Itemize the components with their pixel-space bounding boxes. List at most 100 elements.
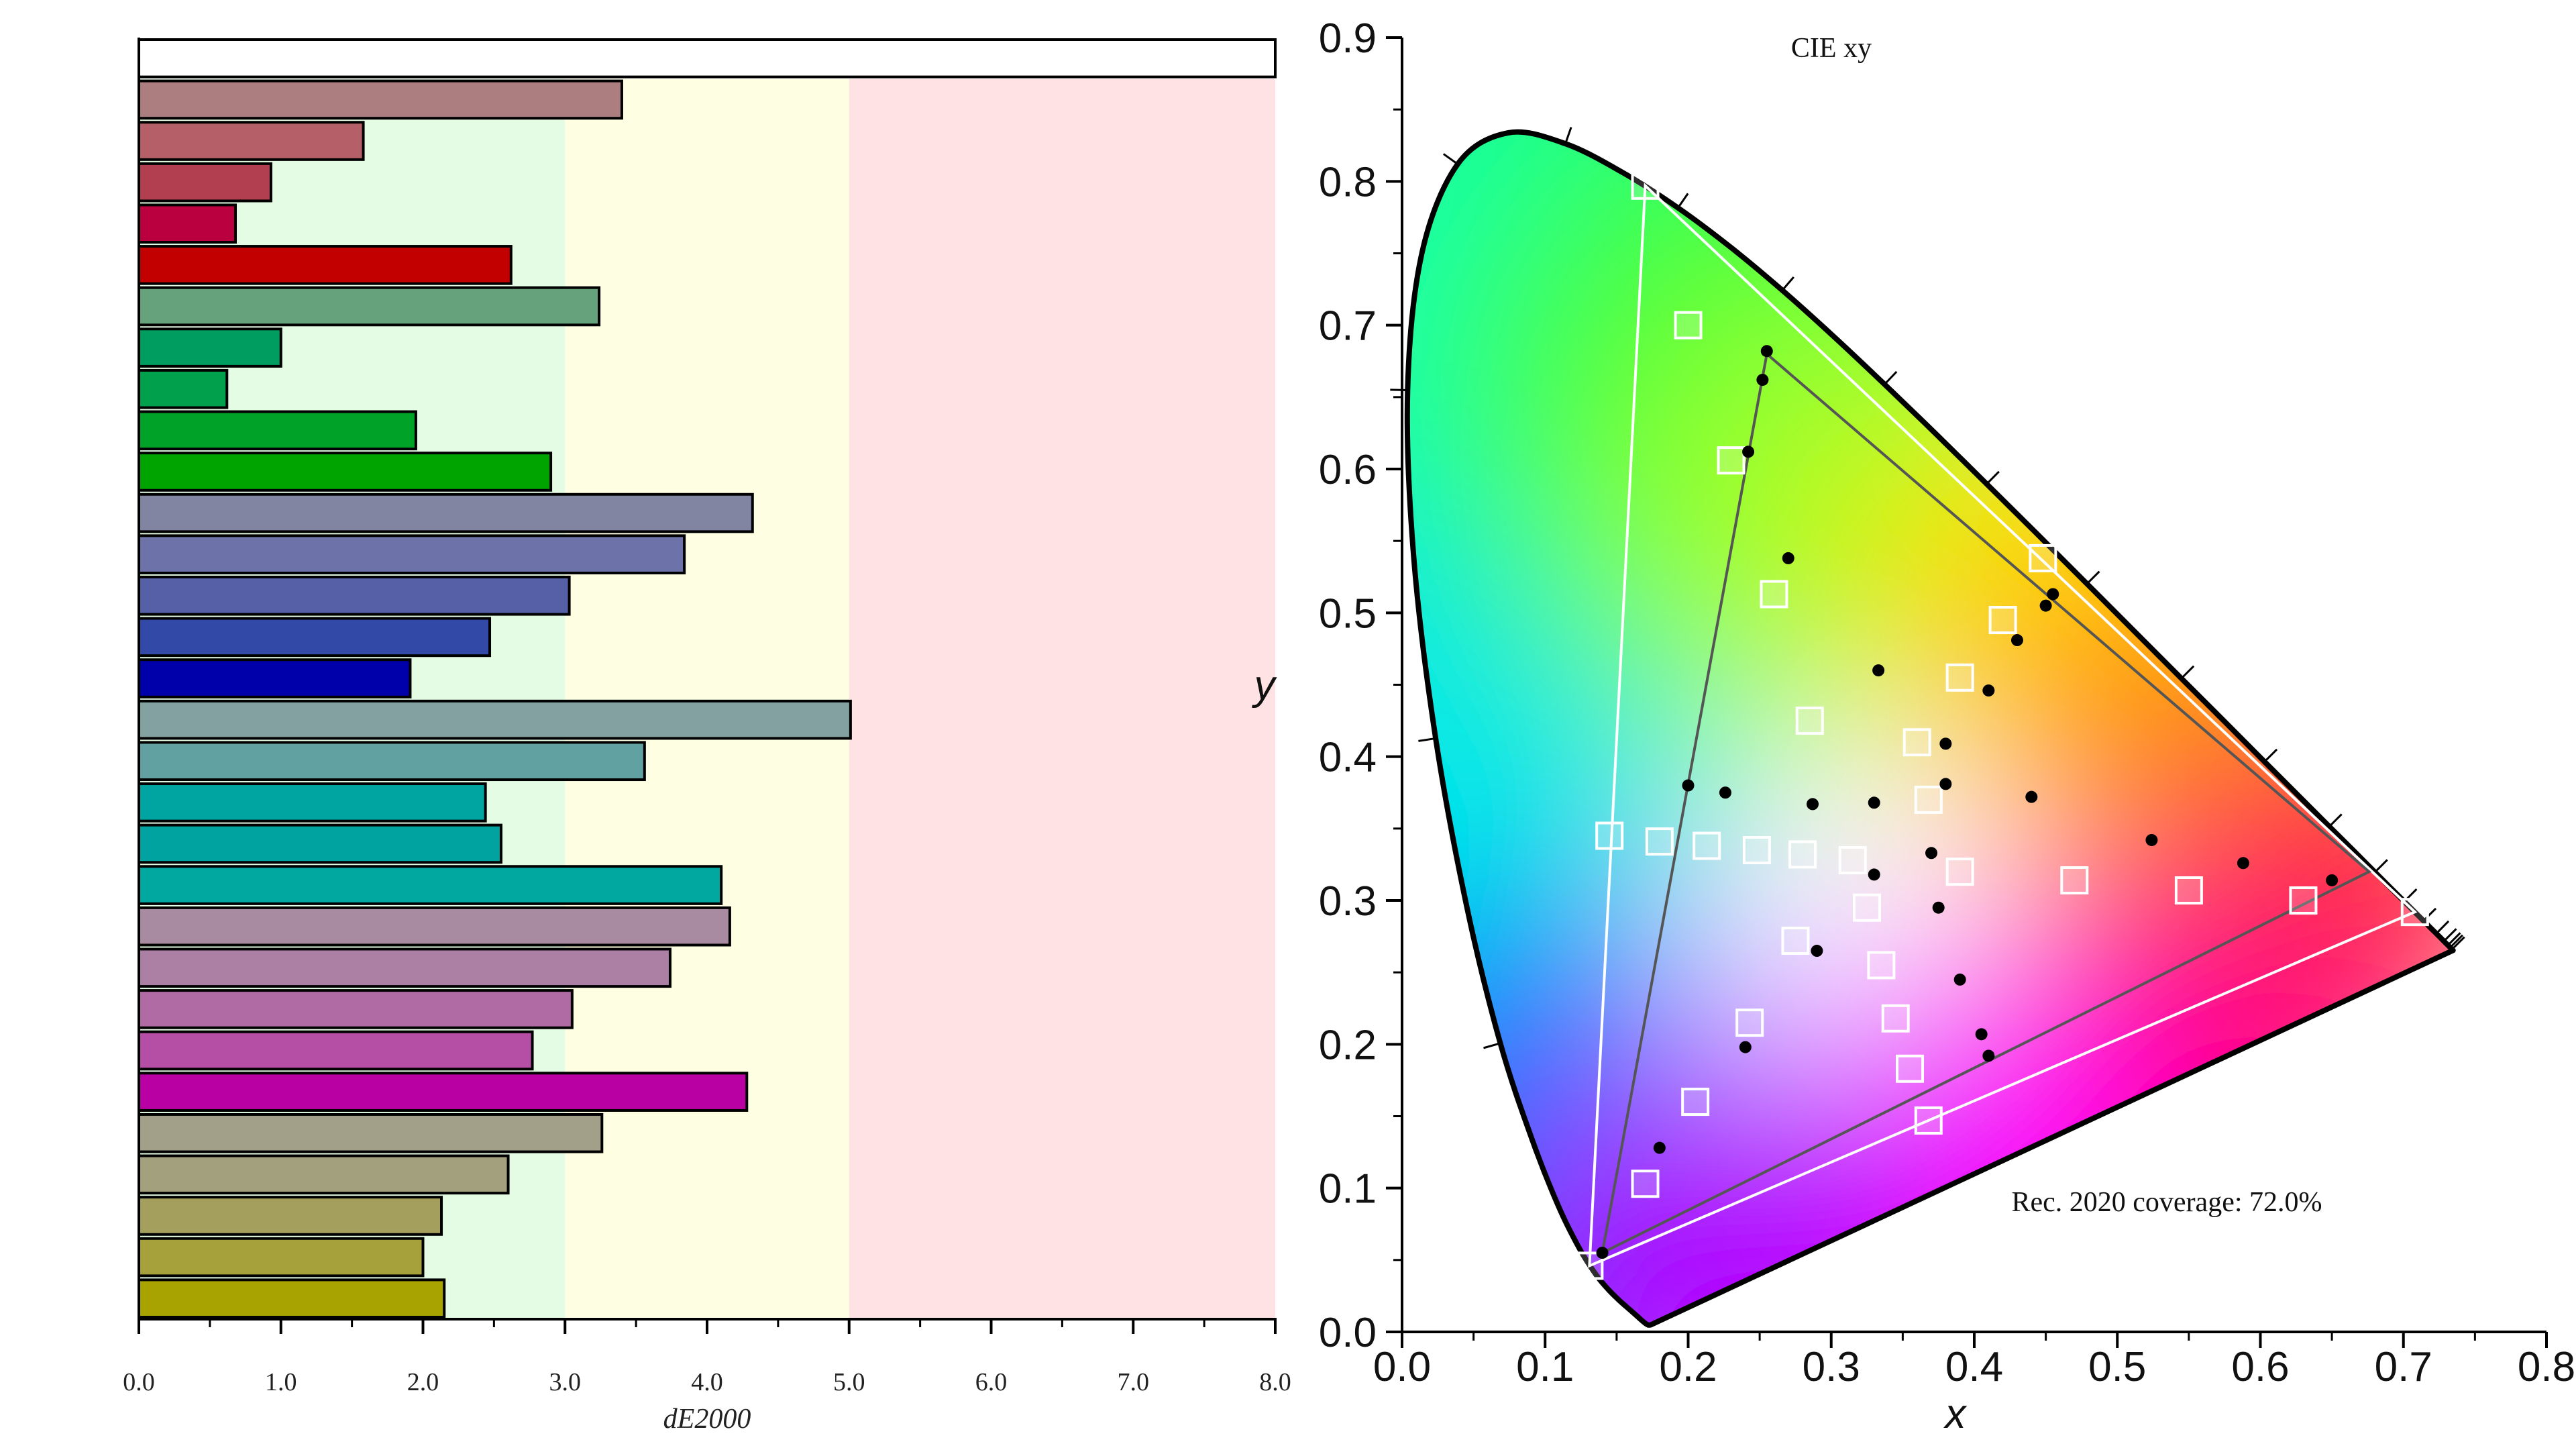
bar-5 — [138, 203, 237, 244]
measured-point — [1739, 1041, 1752, 1053]
coverage-annotation: Rec. 2020 coverage: 72.0% — [2011, 1187, 2322, 1218]
target-square — [1881, 1004, 1910, 1033]
target-square — [1681, 1088, 1710, 1117]
cie-y-tick-label: 0.3 — [1319, 878, 1377, 925]
measured-point — [1653, 1141, 1666, 1154]
target-square — [1645, 827, 1674, 856]
cie-y-tick-label: 0.1 — [1319, 1166, 1377, 1212]
bar-30 — [138, 1237, 425, 1278]
locus-tick — [1677, 193, 1689, 209]
target-square — [1945, 663, 1974, 692]
bar-x-tick-label: 3.0 — [549, 1368, 582, 1396]
target-square — [1914, 1106, 1943, 1135]
bar-2 — [138, 79, 623, 120]
target-square — [1795, 707, 1824, 735]
bar-27 — [138, 1112, 604, 1153]
measured-points — [1596, 345, 2339, 1259]
measured-point — [1868, 868, 1880, 881]
measured-point — [1982, 1049, 1995, 1062]
target-square — [1914, 785, 1943, 814]
locus-tick — [1781, 276, 1794, 291]
bar-8 — [138, 327, 282, 368]
bar-24 — [138, 989, 574, 1029]
measured-point — [1932, 901, 1945, 914]
bar-28 — [138, 1154, 510, 1195]
target-square — [2060, 866, 2089, 894]
cie-x-tick-label: 0.1 — [1516, 1344, 1574, 1390]
cie-y-tick-label: 0.9 — [1319, 15, 1377, 62]
locus-tick — [1390, 389, 1408, 392]
cie-x-axis-label: x — [1943, 1391, 1968, 1437]
bar-15 — [138, 617, 492, 658]
measured-point — [2039, 599, 2052, 612]
bar-x-tick-label: 2.0 — [407, 1368, 439, 1396]
measured-point — [2010, 634, 2023, 647]
bar-13 — [138, 534, 686, 574]
cie-x-tick-labels: 0.0 0.1 0.2 0.3 0.4 0.5 0.6 0.7 0.8 — [1373, 1344, 2575, 1390]
bar-x-tick-label: 4.0 — [691, 1368, 723, 1396]
locus-tick — [2422, 907, 2437, 922]
bar-x-tick-label: 8.0 — [1259, 1368, 1291, 1396]
de2000-bar-chart: 0.0 1.0 2.0 3.0 4.0 5.0 6.0 7.0 8.0 dE2000 — [123, 38, 1291, 1435]
target-square — [1742, 835, 1771, 864]
gradient-blob-13 — [1545, 1045, 1946, 1325]
target-square — [1902, 728, 1931, 757]
target-square — [1631, 1170, 1660, 1198]
bar-4 — [138, 162, 272, 203]
cie-y-tick-label: 0.6 — [1319, 447, 1377, 493]
locus-tick — [2447, 932, 2461, 946]
bar-7 — [138, 286, 601, 327]
measured-point — [1872, 664, 1885, 677]
target-square — [2289, 886, 2318, 915]
bar-11 — [138, 452, 553, 492]
threshold-zone-3 — [849, 79, 1275, 1319]
cie-x-tick-label: 0.6 — [2231, 1344, 2289, 1390]
measured-point — [1925, 847, 1938, 860]
target-square — [1853, 893, 1882, 922]
bar-21 — [138, 865, 723, 905]
threshold-zone-1 — [139, 79, 566, 1319]
measured-point — [2025, 790, 2038, 803]
bar-23 — [138, 947, 672, 988]
locus-tick — [1986, 470, 2000, 485]
locus-tick — [2451, 936, 2465, 950]
bar-x-tick-label: 7.0 — [1118, 1368, 1150, 1396]
target-square — [1595, 821, 1624, 850]
cie-y-tick-label: 0.8 — [1319, 159, 1377, 205]
spectral-locus-ticks — [1390, 127, 2465, 1049]
bar-x-tick-labels: 0.0 1.0 2.0 3.0 4.0 5.0 6.0 7.0 8.0 — [123, 1368, 1291, 1396]
measured-point — [2145, 833, 2158, 846]
measured-point — [1939, 778, 1952, 790]
measured-point — [1782, 552, 1794, 564]
target-square — [1575, 1251, 1604, 1280]
locus-tick — [2263, 748, 2278, 763]
cie-axes — [1386, 36, 2548, 1348]
cie-y-tick-labels: 0.0 0.1 0.2 0.3 0.4 0.5 0.6 0.7 0.8 0.9 — [1319, 15, 1377, 1356]
locus-tick — [2449, 934, 2463, 949]
target-square — [1781, 927, 1810, 955]
locus-tick — [2086, 570, 2100, 585]
cie-x-tick-label: 0.0 — [1373, 1344, 1431, 1390]
cie-chart-title: CIE xy — [1791, 33, 1872, 64]
bar-20 — [138, 823, 502, 864]
target-square — [1693, 831, 1721, 860]
target-square — [2029, 543, 2057, 572]
cie-x-tick-label: 0.4 — [1945, 1344, 2003, 1390]
threshold-zone-2 — [565, 79, 849, 1319]
locus-tick — [2374, 859, 2388, 873]
measured-point — [1811, 945, 1823, 957]
measured-point — [1975, 1028, 1988, 1041]
measured-point — [1982, 684, 1995, 697]
chromaticity-gradient — [1407, 132, 2453, 1325]
locus-tick — [2443, 928, 2457, 942]
cie-y-tick-label: 0.5 — [1319, 590, 1377, 637]
bar-chart-axes — [138, 38, 1277, 1334]
bar-18 — [138, 741, 646, 782]
locus-tick — [1483, 1042, 1501, 1049]
measured-point — [2047, 588, 2059, 601]
bar-9 — [138, 368, 229, 409]
target-square — [1988, 606, 2017, 635]
measured-point — [1807, 798, 1819, 811]
target-square — [1838, 845, 1867, 874]
